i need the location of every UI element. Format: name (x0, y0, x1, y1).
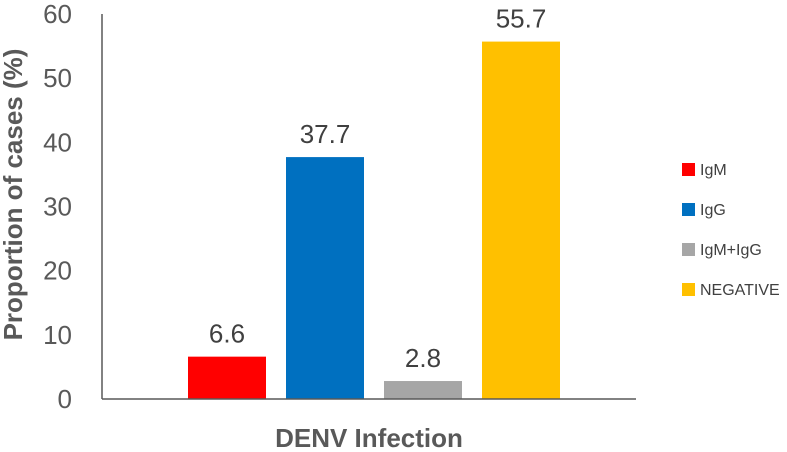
y-tick-label: 30 (43, 192, 72, 222)
x-axis-title: DENV Infection (275, 423, 463, 452)
y-tick-label: 60 (43, 0, 72, 29)
legend-swatch (682, 243, 695, 256)
y-tick-label: 40 (43, 127, 72, 157)
bars (188, 41, 560, 399)
bar-igg (286, 157, 364, 399)
legend-swatch (682, 283, 695, 296)
data-labels: 6.6 37.7 2.8 55.7 (209, 4, 546, 373)
legend-swatch (682, 203, 695, 216)
legend-label: NEGATIVE (700, 282, 780, 299)
legend-swatch (682, 163, 695, 176)
y-tick-label: 10 (43, 320, 72, 350)
legend: IgM IgG IgM+IgG NEGATIVE (682, 162, 780, 299)
data-label: 37.7 (300, 119, 351, 149)
y-axis-ticks: 0 10 20 30 40 50 60 (43, 0, 72, 414)
legend-label: IgM (700, 162, 727, 179)
bar-igm-igg (384, 381, 462, 399)
y-tick-label: 20 (43, 256, 72, 286)
y-axis-title: Proportion of cases (%) (0, 49, 28, 341)
y-tick-label: 50 (43, 63, 72, 93)
bar-igm (188, 356, 266, 399)
legend-label: IgM+IgG (700, 242, 762, 259)
data-label: 55.7 (496, 4, 547, 34)
y-tick-label: 0 (58, 384, 72, 414)
data-label: 6.6 (209, 319, 245, 349)
data-label: 2.8 (405, 343, 441, 373)
bar-negative (482, 41, 560, 399)
legend-label: IgG (700, 202, 726, 219)
